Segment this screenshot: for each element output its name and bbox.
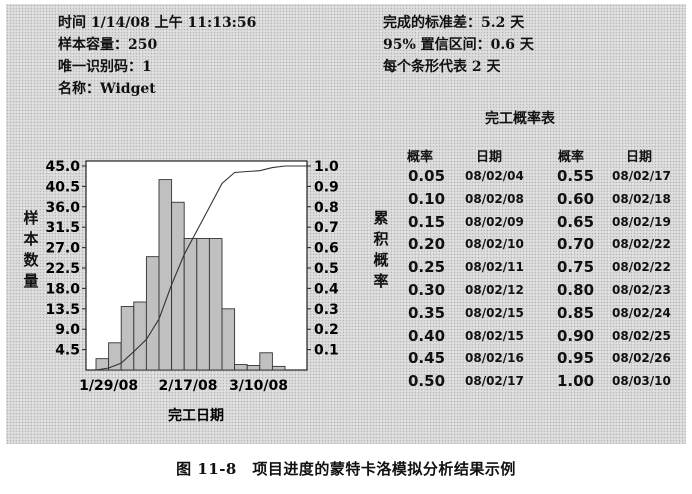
table-prob-cell: 0.20 [408,235,446,254]
y2-tick-label: 0.2 [314,322,339,338]
y2-tick-label: 0.4 [314,281,339,297]
table-prob-cell: 0.65 [557,212,595,231]
histogram-bar [120,306,135,371]
y-tick-label: 18.0 [45,281,80,297]
table-date-cell: 08/02/22 [612,237,671,252]
y-axis-label: 样本数量 [23,209,39,290]
table-prob-cell: 0.90 [557,326,595,345]
y-tick-label: 45.0 [45,159,80,175]
histogram-bar [171,201,185,371]
y-tick-label: 22.5 [45,261,80,277]
table-date-cell: 08/03/10 [612,374,671,389]
histogram-bar [208,238,223,371]
table-prob-cell: 0.45 [408,349,446,368]
histogram-bar [259,352,273,371]
table-prob-cell: 0.95 [557,349,595,368]
x-tick-label: 1/29/08 [79,378,138,394]
info-id: 唯一识别码：1 [58,59,152,75]
table-date-cell: 08/02/22 [612,260,671,275]
y-tick-label: 40.5 [45,179,80,195]
histogram-bar [221,308,236,371]
report-panel [6,4,686,444]
y-tick-label: 27.0 [45,241,80,257]
table-date-cell: 08/02/16 [465,351,524,366]
table-date-cell: 08/02/23 [612,283,671,297]
y-tick-label: 31.5 [45,220,80,236]
completion-probability-table-title: 完工概率表 [485,111,555,127]
table-date-cell: 08/02/17 [465,374,524,389]
histogram-bar [271,365,286,371]
table-date-cell: 08/02/24 [612,305,671,320]
table-prob-cell: 0.35 [408,303,446,322]
info-std-dev: 完成的标准差：5.2 天 [383,15,525,31]
table-prob-cell: 1.00 [557,372,595,391]
info-confidence: 95% 置信区间：0.6 天 [383,37,534,53]
table-date-cell: 08/02/12 [465,283,524,297]
histogram-bar [246,365,261,371]
table-date-cell: 08/02/17 [612,169,671,183]
table-prob-cell: 0.50 [408,372,446,391]
table-prob-cell: 0.60 [557,189,595,208]
histogram-bar [158,179,173,371]
table-header-prob-right: 概率 [558,150,585,165]
figure-caption: 图 11-8 项目进度的蒙特卡洛模拟分析结果示例 [176,460,516,478]
y2-tick-label: 0.1 [314,343,339,359]
info-bar-each: 每个条形代表 2 天 [383,59,501,75]
table-date-cell: 08/02/15 [465,328,524,343]
table-prob-cell: 0.30 [408,281,446,299]
y-tick-label: 4.5 [55,343,80,359]
table-prob-cell: 0.75 [557,258,595,277]
x-tick-label: 3/10/08 [229,378,288,394]
y-tick-label: 36.0 [45,200,80,216]
table-date-cell: 08/02/08 [465,191,524,206]
info-sample-size: 样本容量：250 [58,37,158,53]
table-date-cell: 08/02/04 [465,169,524,183]
table-prob-cell: 0.10 [408,189,446,208]
y2-tick-label: 0.3 [314,302,339,318]
histogram-bar [234,364,248,371]
table-prob-cell: 0.80 [557,281,595,299]
table-prob-cell: 0.40 [408,326,446,345]
histogram-bar [196,238,210,371]
table-header-date-left: 日期 [476,150,503,165]
y2-axis-label: 累积概率 [373,209,389,290]
y-tick-label: 9.0 [55,322,80,338]
table-date-cell: 08/02/15 [465,305,524,320]
y2-tick-label: 1.0 [314,159,339,175]
table-date-cell: 08/02/09 [465,214,524,229]
table-date-cell: 08/02/10 [465,237,524,252]
histogram-bar [183,238,198,371]
table-prob-cell: 0.15 [408,212,446,231]
table-header-date-right: 日期 [626,150,653,165]
y2-tick-label: 0.9 [314,179,339,195]
info-time: 时间 1/14/08 上午 11:13:56 [58,15,257,31]
table-prob-cell: 0.55 [557,167,595,185]
histogram-bar [145,256,160,371]
y-tick-label: 13.5 [45,302,80,318]
table-prob-cell: 0.85 [557,303,595,322]
cumulative-probability-line [95,165,307,371]
table-date-cell: 08/02/18 [612,191,671,206]
x-tick-label: 2/17/08 [159,378,218,394]
y2-tick-label: 0.8 [314,200,339,216]
info-name: 名称：Widget [58,81,156,97]
y2-tick-label: 0.7 [314,220,339,236]
y2-tick-label: 0.5 [314,261,339,277]
table-header-prob-left: 概率 [407,150,434,165]
table-date-cell: 08/02/25 [612,328,671,343]
table-date-cell: 08/02/26 [612,351,671,366]
table-prob-cell: 0.25 [408,258,446,277]
table-date-cell: 08/02/11 [465,260,524,275]
histogram-bar [133,301,147,371]
x-axis-label: 完工日期 [168,407,224,424]
table-prob-cell: 0.70 [557,235,595,254]
table-date-cell: 08/02/19 [612,214,671,229]
y2-tick-label: 0.6 [314,241,339,257]
table-prob-cell: 0.05 [408,167,446,185]
